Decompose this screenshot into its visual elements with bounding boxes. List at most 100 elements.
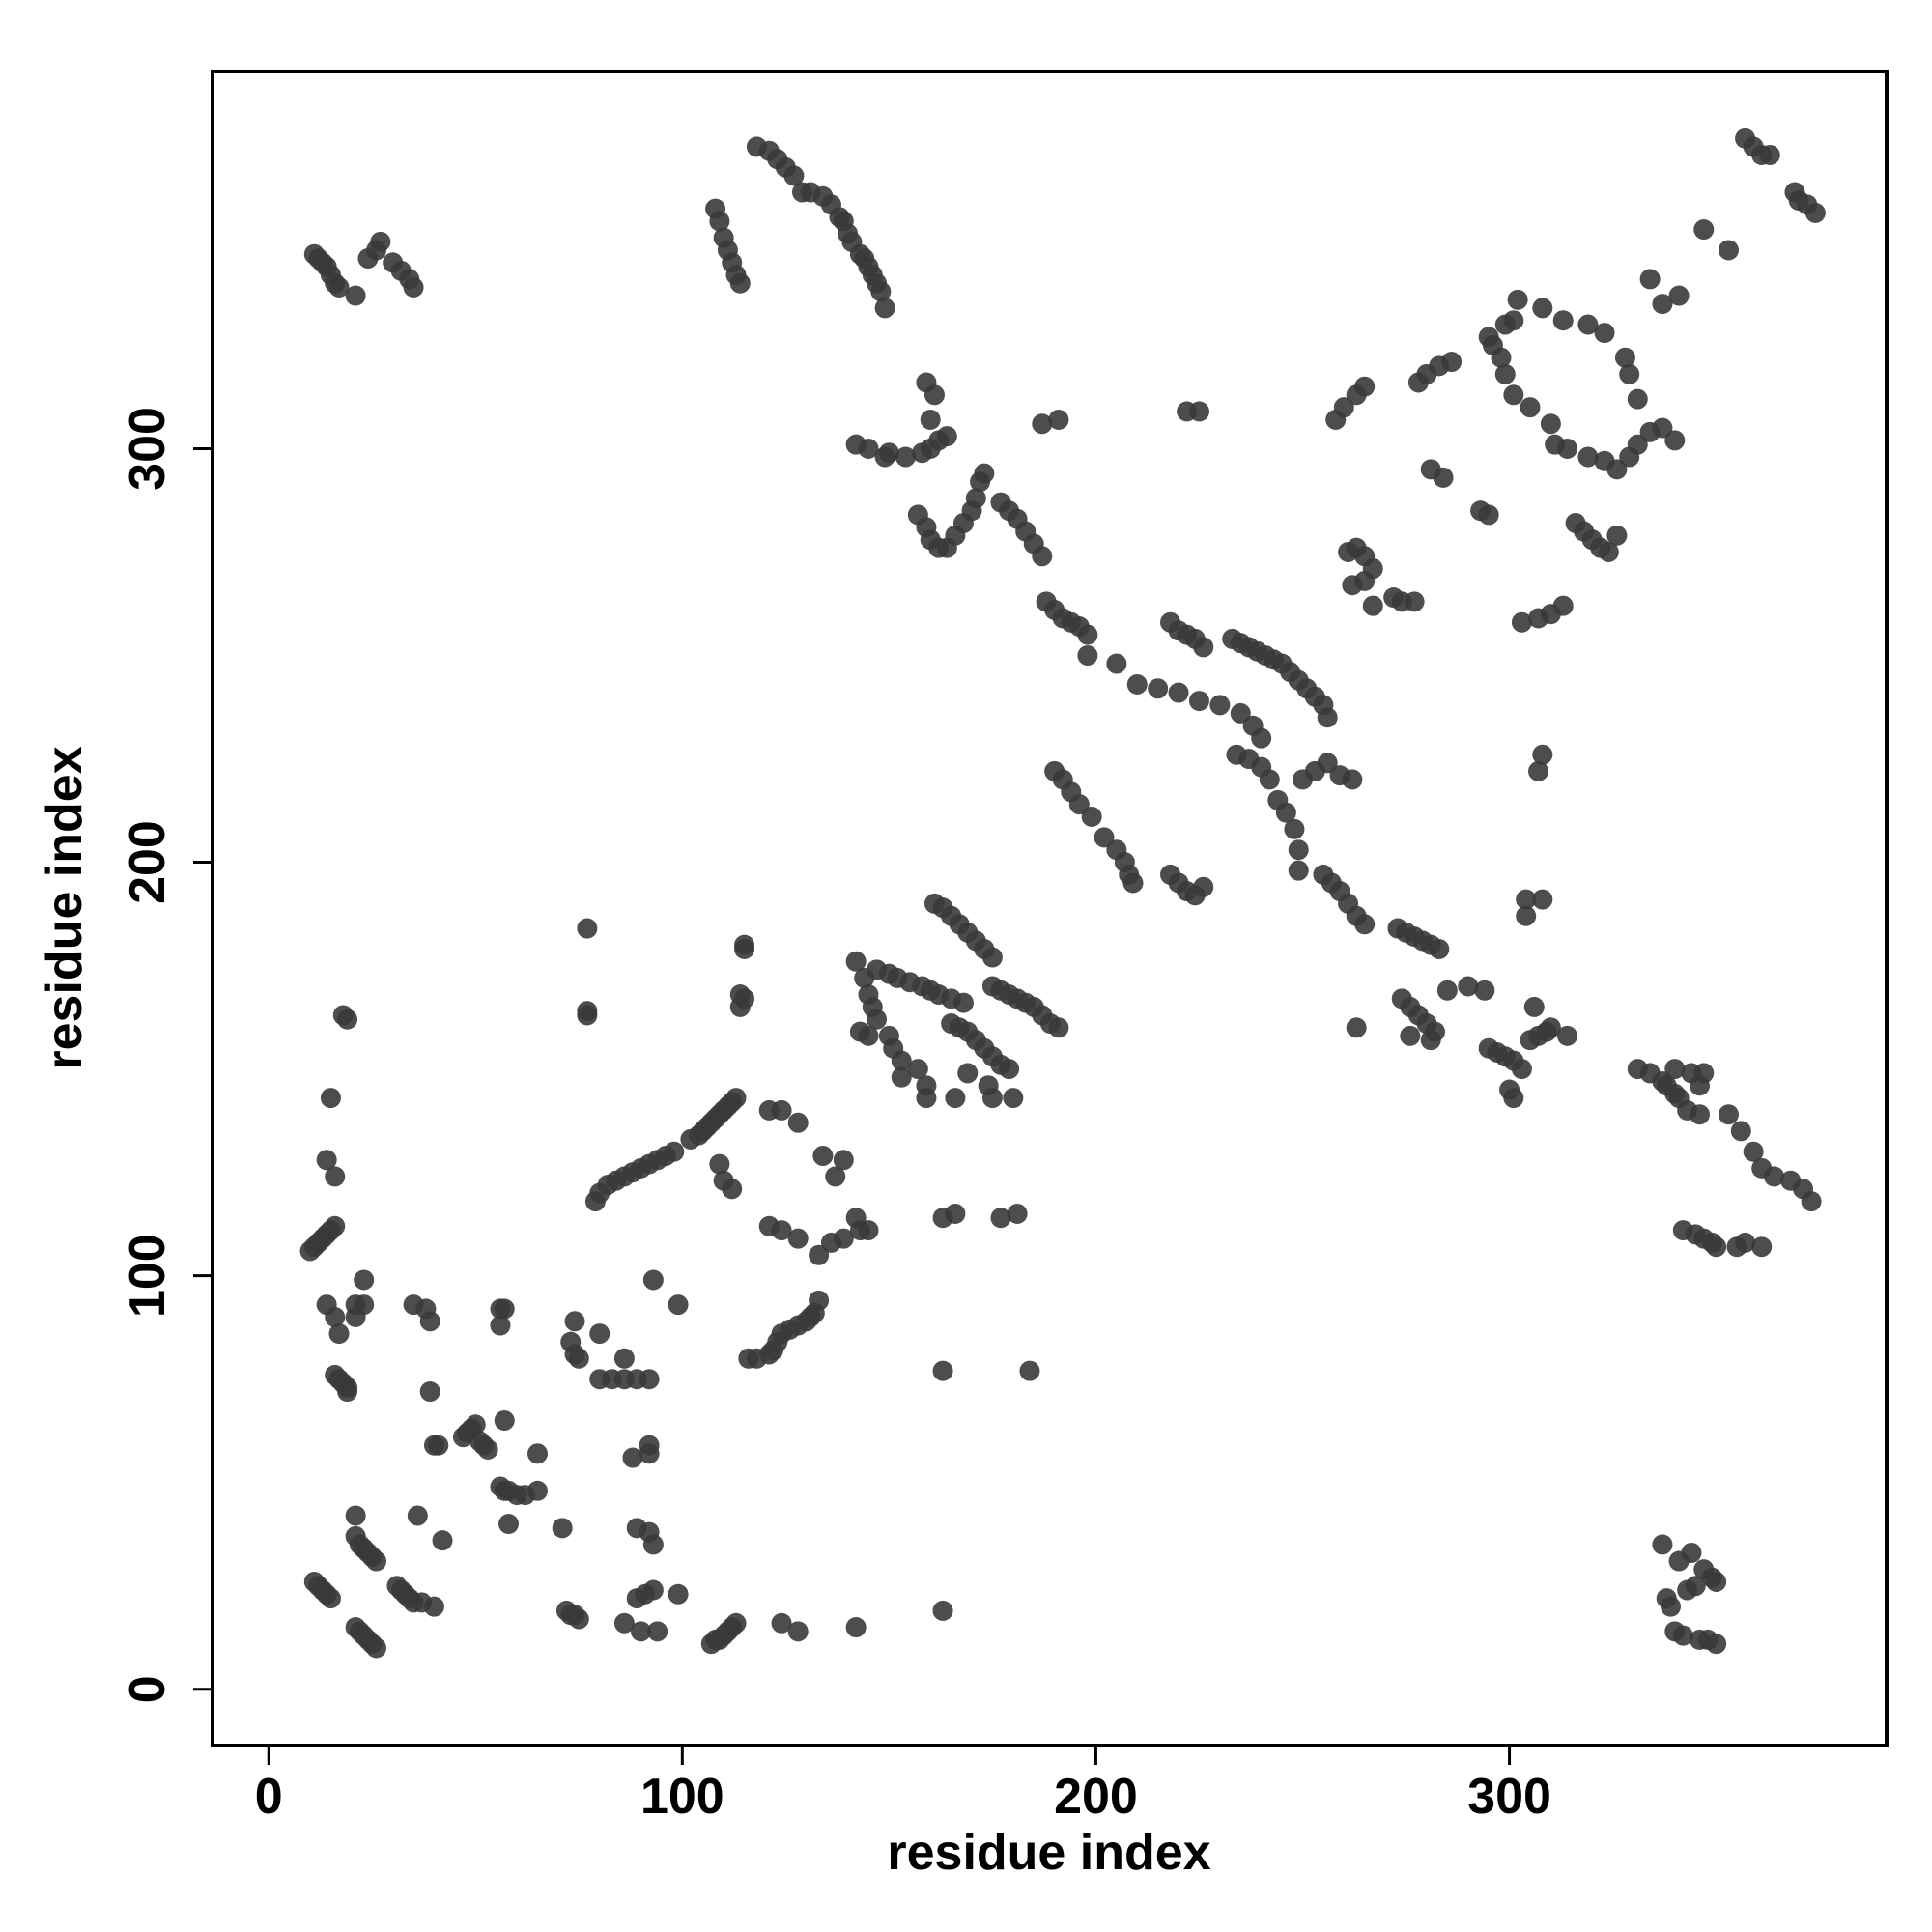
point <box>564 1311 585 1332</box>
point <box>494 1298 515 1320</box>
point <box>1540 413 1561 435</box>
x-tick-label: 200 <box>1054 1769 1138 1825</box>
point <box>1400 1025 1421 1046</box>
point <box>771 1612 792 1634</box>
point <box>722 1179 743 1200</box>
point <box>1556 438 1577 459</box>
point <box>1032 413 1053 435</box>
point <box>577 1005 598 1026</box>
point <box>1494 363 1516 384</box>
point <box>771 1220 792 1241</box>
point <box>1503 384 1524 406</box>
point <box>490 1315 511 1336</box>
point <box>809 1290 830 1311</box>
point <box>1362 595 1383 616</box>
point <box>1317 753 1338 774</box>
point <box>1048 409 1069 430</box>
point <box>1474 980 1495 1001</box>
point <box>1354 376 1376 397</box>
point <box>870 281 892 302</box>
point <box>1048 1017 1069 1038</box>
point <box>936 426 957 447</box>
point <box>1230 702 1251 724</box>
point <box>320 1088 341 1109</box>
point <box>974 463 995 484</box>
point <box>1706 1634 1727 1655</box>
point <box>1458 976 1479 997</box>
y-tick-label: 200 <box>120 820 176 904</box>
point <box>891 1066 912 1088</box>
point <box>1284 818 1305 839</box>
point <box>1077 644 1098 666</box>
point <box>1346 1017 1367 1038</box>
point <box>945 1088 966 1109</box>
point <box>337 1009 358 1030</box>
point <box>419 1381 440 1403</box>
point <box>1494 314 1516 335</box>
point <box>337 1381 358 1403</box>
point <box>631 1621 652 1642</box>
point <box>1478 504 1499 526</box>
point <box>1743 1141 1764 1162</box>
point <box>1759 144 1780 165</box>
point <box>647 1621 668 1642</box>
point <box>729 996 751 1017</box>
point <box>465 1414 486 1435</box>
point <box>1577 446 1599 468</box>
point <box>725 1612 747 1634</box>
point <box>1032 546 1053 567</box>
point <box>477 1438 498 1460</box>
point <box>907 1059 928 1080</box>
point <box>498 1514 520 1535</box>
point <box>1552 595 1574 616</box>
point <box>325 1306 346 1327</box>
point <box>1652 417 1673 439</box>
point <box>981 947 1003 968</box>
point <box>1664 1059 1686 1080</box>
point <box>345 1505 366 1526</box>
point <box>867 1009 888 1030</box>
point <box>952 992 974 1013</box>
point <box>1436 980 1458 1001</box>
point <box>874 298 895 319</box>
point <box>664 1141 685 1162</box>
point <box>1693 219 1715 241</box>
point <box>1520 397 1541 418</box>
point <box>1627 388 1648 410</box>
point <box>1804 202 1826 223</box>
point <box>1511 611 1532 633</box>
point <box>325 1215 346 1236</box>
point <box>1718 1104 1739 1125</box>
point <box>957 1063 979 1084</box>
point <box>787 1621 809 1642</box>
point <box>494 1410 515 1432</box>
point <box>1106 653 1127 674</box>
point <box>1689 1104 1710 1125</box>
point <box>916 372 937 393</box>
x-tick-label: 100 <box>640 1769 724 1825</box>
x-tick-label: 300 <box>1467 1769 1551 1825</box>
point <box>1342 769 1363 790</box>
point <box>1689 1075 1710 1096</box>
point <box>407 1505 428 1526</box>
point <box>891 1050 912 1071</box>
point <box>1540 1017 1561 1038</box>
point <box>668 1294 689 1316</box>
point <box>1511 1059 1532 1080</box>
point <box>1503 1088 1524 1109</box>
point <box>833 1228 854 1249</box>
plot-frame <box>211 70 1889 1747</box>
point <box>1672 1625 1693 1646</box>
point <box>1639 269 1661 290</box>
point <box>1516 889 1537 910</box>
point <box>787 1228 809 1249</box>
point <box>833 1150 854 1171</box>
point <box>526 1480 548 1501</box>
point <box>1594 323 1615 344</box>
point <box>1168 682 1189 703</box>
point <box>354 1269 375 1291</box>
point <box>668 1583 689 1605</box>
point <box>639 1369 660 1390</box>
point <box>622 1447 643 1468</box>
